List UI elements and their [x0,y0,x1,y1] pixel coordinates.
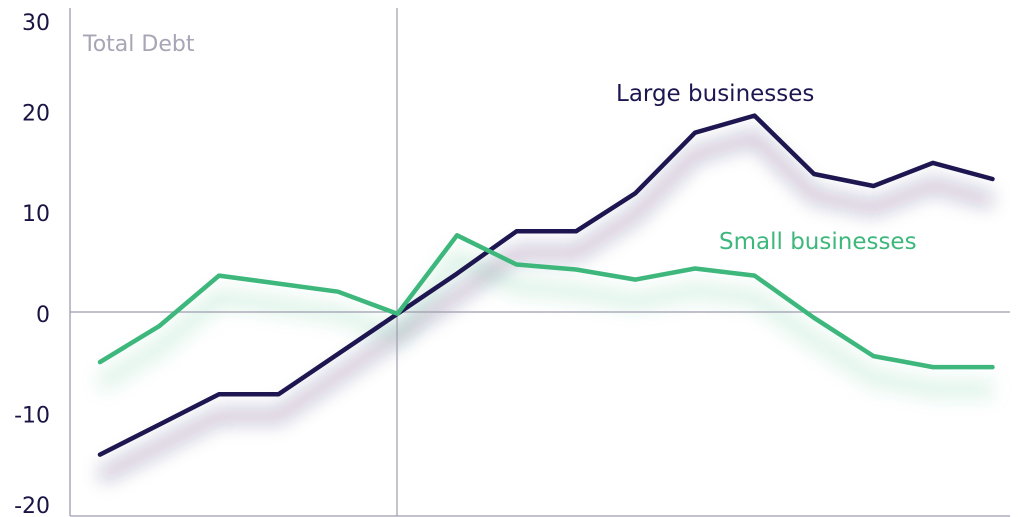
axes [69,8,1010,517]
chart-title: Total Debt [82,32,195,57]
series-line-small-businesses [97,233,995,370]
y-tick-label: 0 [36,303,50,328]
series-label-large-businesses: Large businesses [616,81,814,107]
series-shadow [96,129,995,484]
series-shadows [95,129,995,484]
y-tick-label: 10 [22,202,50,227]
series-line-large-businesses [97,113,995,457]
series-label-small-businesses: Small businesses [719,229,917,255]
series-lines [97,113,995,457]
y-tick-label: 20 [22,102,50,127]
series-shadow [95,249,993,398]
y-tick-label: 30 [22,11,50,36]
y-tick-label: -10 [14,403,50,428]
y-tick-labels: 30 20 10 0 -10 -20 [14,11,50,517]
y-tick-label: -20 [14,494,50,517]
